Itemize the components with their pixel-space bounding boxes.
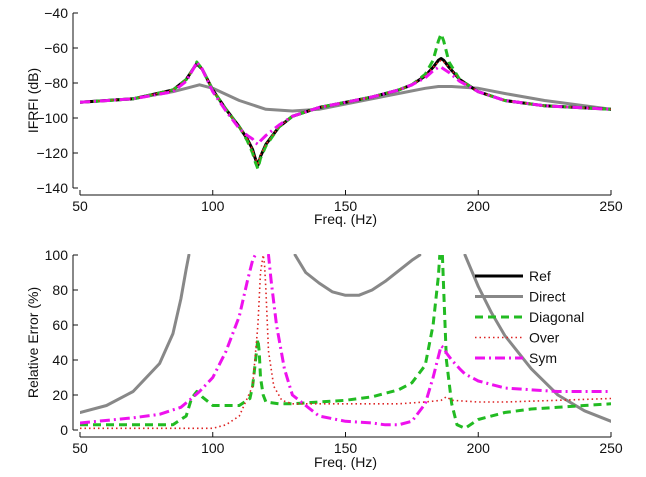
y-tick-label: −100 bbox=[36, 110, 68, 126]
legend-label-ref: Ref bbox=[529, 268, 551, 284]
legend: Ref Direct Diagonal Over Sym bbox=[475, 268, 584, 366]
x-tick-label: 100 bbox=[201, 198, 225, 214]
y-tick-label: −120 bbox=[36, 145, 68, 161]
series-line-direct bbox=[80, 83, 611, 113]
series-line-direct bbox=[80, 254, 191, 414]
y-tick-label: 80 bbox=[52, 282, 68, 298]
legend-label-diagonal: Diagonal bbox=[529, 309, 584, 325]
legend-label-sym: Sym bbox=[529, 350, 557, 366]
series-line-sym bbox=[80, 60, 611, 146]
series-line-over bbox=[80, 59, 611, 165]
x-tick-label: 100 bbox=[201, 440, 225, 456]
series-line-sym bbox=[267, 254, 611, 427]
series-line-ref bbox=[80, 57, 611, 167]
y-tick-label: 0 bbox=[60, 422, 68, 438]
x-tick-label: 200 bbox=[467, 440, 491, 456]
y-tick-label: −140 bbox=[36, 180, 68, 196]
x-tick-label: 250 bbox=[599, 198, 623, 214]
y-tick-label: −40 bbox=[44, 5, 68, 21]
y-tick-label: 20 bbox=[52, 387, 68, 403]
y-tick-label: −60 bbox=[44, 40, 68, 56]
x-tick-label: 200 bbox=[467, 198, 491, 214]
x-tick-label: 150 bbox=[334, 440, 358, 456]
x-tick-label: 250 bbox=[599, 440, 623, 456]
y-tick-label: −80 bbox=[44, 75, 68, 91]
legend-label-over: Over bbox=[529, 330, 560, 346]
x-tick-label: 50 bbox=[72, 440, 88, 456]
y-tick-label: 40 bbox=[52, 352, 68, 368]
x-axis-label: Freq. (Hz) bbox=[314, 454, 377, 470]
series-line-diagonal bbox=[80, 32, 611, 171]
series-line-diagonal bbox=[440, 254, 611, 430]
bottom-panel-relative-error: 0 20 40 60 80 100 50 100 150 200 250 Freq. (Hz) Rela… bbox=[25, 247, 623, 470]
x-tick-label: 150 bbox=[334, 198, 358, 214]
legend-label-direct: Direct bbox=[529, 289, 566, 305]
x-axis-label: Freq. (Hz) bbox=[314, 211, 377, 227]
y-axis-label: IFRFI (dB) bbox=[25, 68, 41, 133]
x-tick-label: 50 bbox=[72, 198, 88, 214]
series-line-sym bbox=[80, 254, 257, 425]
top-panel-frf: −140 −120 −100 −80 −60 −40 50 100 150 200 250 Freq.… bbox=[25, 5, 623, 227]
series-line-direct bbox=[463, 254, 611, 423]
y-tick-label: 100 bbox=[45, 247, 69, 263]
y-tick-label: 60 bbox=[52, 317, 68, 333]
series-line-direct bbox=[293, 254, 422, 297]
series-line-over bbox=[80, 254, 611, 430]
y-axis-label: Relative Error (%) bbox=[25, 287, 41, 398]
